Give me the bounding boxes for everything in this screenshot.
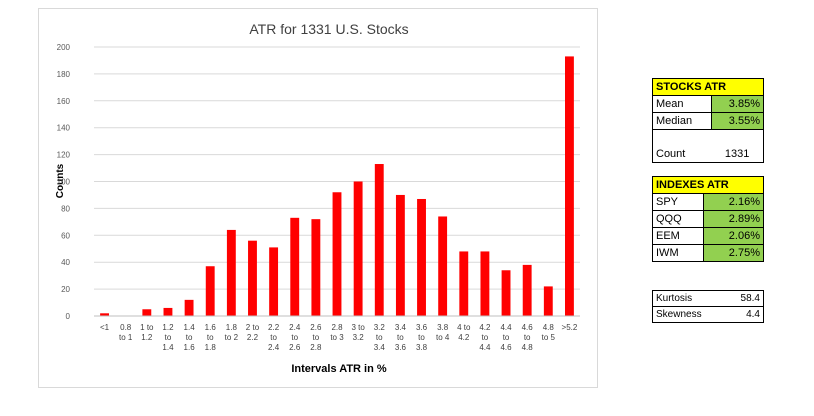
x-tick-label: 4.4 to 4.6 xyxy=(500,323,512,352)
index-label-spy: SPY xyxy=(651,193,705,211)
x-tick-label: 3.4 to 3.6 xyxy=(395,323,407,352)
index-value-iwm: 2.75% xyxy=(703,244,764,262)
bar xyxy=(184,299,194,316)
bar xyxy=(522,264,532,316)
stocks-atr-header: STOCKS ATR xyxy=(652,78,764,96)
mean-label: Mean xyxy=(652,95,712,113)
x-tick-label: 4.8 to 5 xyxy=(542,323,556,342)
bar xyxy=(226,229,236,316)
y-tick-label: 180 xyxy=(57,70,71,79)
bar xyxy=(142,309,152,316)
bar xyxy=(332,192,342,316)
bar xyxy=(459,251,469,316)
index-value-spy: 2.16% xyxy=(703,193,764,211)
kurtosis-value: 58.4 xyxy=(726,290,764,307)
mean-value: 3.85% xyxy=(710,95,765,113)
y-tick-label: 20 xyxy=(61,285,70,294)
index-label-iwm: IWM xyxy=(651,244,705,262)
kurtosis-label: Kurtosis xyxy=(651,290,727,307)
median-value: 3.55% xyxy=(710,112,765,130)
x-tick-label: 4.2 to 4.4 xyxy=(479,323,491,352)
bar xyxy=(163,307,173,316)
atr-histogram: ATR for 1331 U.S. Stocks Counts Interval… xyxy=(55,21,580,375)
x-tick-label: 3.2 to 3.4 xyxy=(374,323,386,352)
x-tick-labels: <1 0.8 to 1 1 to 1.2 1.2 to 1.4 1.4 to 1.6 1.6 to 1.8… xyxy=(100,323,578,352)
y-tick-label: 80 xyxy=(61,204,70,213)
bar xyxy=(564,56,574,316)
index-value-eem: 2.06% xyxy=(703,227,764,245)
y-tick-label: 200 xyxy=(57,43,71,52)
x-tick-label: 1 to 1.2 xyxy=(140,323,154,342)
bar xyxy=(100,313,110,316)
y-tick-label: 160 xyxy=(57,97,71,106)
bar xyxy=(353,181,363,316)
y-tick-label: 0 xyxy=(66,312,71,321)
stocks-atr-table: STOCKS ATR Mean 3.85% Median 3.55% Count… xyxy=(652,78,765,163)
x-tick-label: 1.6 to 1.8 xyxy=(205,323,217,352)
count-value: 1331 xyxy=(711,146,765,163)
chart-area: ATR for 1331 U.S. Stocks Counts Interval… xyxy=(38,8,598,388)
chart-title: ATR for 1331 U.S. Stocks xyxy=(249,21,408,37)
x-tick-label: 2.6 to 2.8 xyxy=(310,323,322,352)
x-tick-label: 1.8 to 2 xyxy=(225,323,239,342)
bar xyxy=(501,270,511,316)
bar xyxy=(543,286,553,316)
indexes-atr-table: INDEXES ATR SPY 2.16% QQQ 2.89% EEM 2.06… xyxy=(651,176,764,262)
x-tick-label: 2 to 2.2 xyxy=(246,323,260,342)
count-label: Count xyxy=(652,146,712,163)
y-tick-label: 100 xyxy=(57,178,71,187)
blank-row xyxy=(652,129,764,146)
gridlines xyxy=(94,46,580,290)
x-tick-label: 2.4 to 2.6 xyxy=(289,323,301,352)
x-tick-label: 3.6 to 3.8 xyxy=(416,323,428,352)
x-tick-label: 4.6 to 4.8 xyxy=(522,323,534,352)
bar xyxy=(480,251,490,316)
y-tick-labels: 0 20 40 60 80 100 120 140 160 180 200 xyxy=(57,43,71,321)
bar xyxy=(311,219,321,316)
skewness-value: 4.4 xyxy=(726,306,764,323)
indexes-atr-header: INDEXES ATR xyxy=(652,176,764,194)
x-axis-label: Intervals ATR in % xyxy=(291,363,387,375)
y-tick-label: 120 xyxy=(57,151,71,160)
x-tick-label: 1.2 to 1.4 xyxy=(162,323,174,352)
x-tick-label: 4 to 4.2 xyxy=(457,323,471,342)
distribution-moments-table: Kurtosis 58.4 Skewness 4.4 xyxy=(651,290,764,323)
bar xyxy=(248,240,257,316)
skewness-label: Skewness xyxy=(651,306,727,323)
x-tick-label: 3.8 to 4 xyxy=(436,323,450,342)
y-tick-label: 140 xyxy=(57,124,71,133)
median-label: Median xyxy=(652,112,712,130)
index-label-qqq: QQQ xyxy=(651,210,705,228)
y-axis-label: Counts xyxy=(55,163,66,198)
x-tick-label: 2.2 to 2.4 xyxy=(268,323,280,352)
x-tick-label: 2.8 to 3 xyxy=(330,323,344,342)
x-tick-label: 3 to 3.2 xyxy=(351,323,365,342)
bar xyxy=(438,216,448,316)
bar xyxy=(269,247,279,316)
x-tick-label: >5.2 xyxy=(562,323,578,332)
bars xyxy=(100,56,574,316)
bar xyxy=(205,266,215,316)
bar xyxy=(374,164,384,316)
index-label-eem: EEM xyxy=(651,227,705,245)
y-tick-label: 60 xyxy=(61,231,70,240)
x-tick-label: 0.8 to 1 xyxy=(119,323,133,342)
y-tick-label: 40 xyxy=(61,258,70,267)
x-tick-label: 1.4 to 1.6 xyxy=(184,323,196,352)
index-value-qqq: 2.89% xyxy=(703,210,764,228)
bar xyxy=(395,194,405,316)
bar xyxy=(290,217,300,316)
bar xyxy=(417,198,426,316)
x-tick-label: <1 xyxy=(100,323,110,332)
